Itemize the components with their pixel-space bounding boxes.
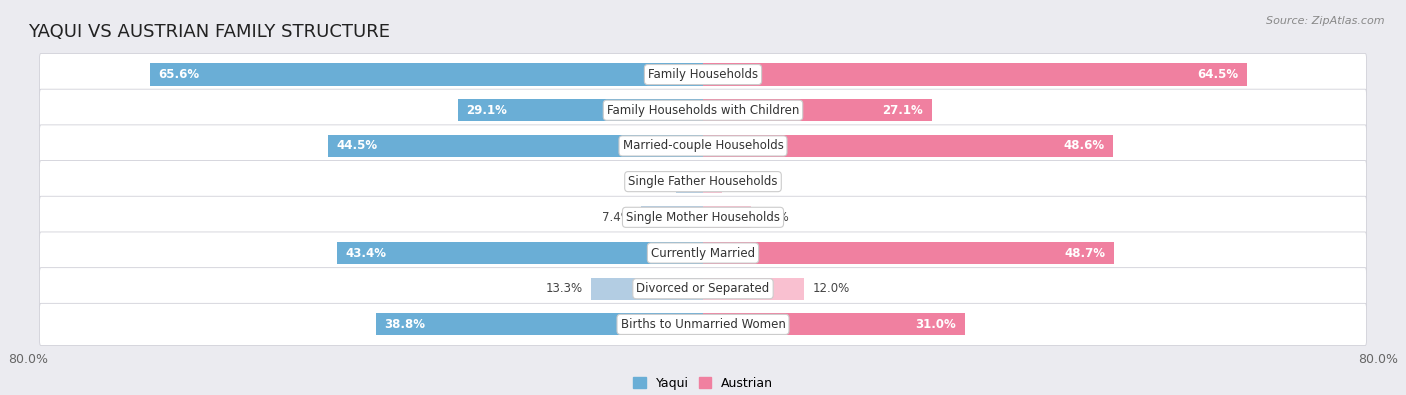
FancyBboxPatch shape <box>39 196 1367 238</box>
Text: Source: ZipAtlas.com: Source: ZipAtlas.com <box>1267 16 1385 26</box>
Bar <box>703 278 804 300</box>
Text: 48.7%: 48.7% <box>1064 246 1105 260</box>
Bar <box>703 64 1247 86</box>
Text: Single Mother Households: Single Mother Households <box>626 211 780 224</box>
Text: Married-couple Households: Married-couple Households <box>623 139 783 152</box>
Text: Single Father Households: Single Father Households <box>628 175 778 188</box>
Text: 65.6%: 65.6% <box>157 68 200 81</box>
Text: 64.5%: 64.5% <box>1198 68 1239 81</box>
Text: 43.4%: 43.4% <box>346 246 387 260</box>
Bar <box>328 135 703 157</box>
FancyBboxPatch shape <box>39 89 1367 131</box>
Bar <box>641 206 703 228</box>
Text: 12.0%: 12.0% <box>813 282 849 295</box>
Bar <box>703 313 965 335</box>
Text: Currently Married: Currently Married <box>651 246 755 260</box>
Bar <box>676 171 703 193</box>
FancyBboxPatch shape <box>39 268 1367 310</box>
Text: Family Households with Children: Family Households with Children <box>607 104 799 117</box>
Bar <box>337 242 703 264</box>
Text: 3.2%: 3.2% <box>638 175 668 188</box>
Text: 7.4%: 7.4% <box>602 211 633 224</box>
Text: 38.8%: 38.8% <box>384 318 425 331</box>
Legend: Yaqui, Austrian: Yaqui, Austrian <box>628 372 778 395</box>
Bar <box>703 171 721 193</box>
Bar <box>457 99 703 121</box>
Text: 29.1%: 29.1% <box>465 104 506 117</box>
Bar <box>375 313 703 335</box>
FancyBboxPatch shape <box>39 303 1367 346</box>
Bar <box>703 242 1114 264</box>
Text: Births to Unmarried Women: Births to Unmarried Women <box>620 318 786 331</box>
Text: 5.7%: 5.7% <box>759 211 789 224</box>
Bar <box>703 135 1114 157</box>
Text: Family Households: Family Households <box>648 68 758 81</box>
Text: 44.5%: 44.5% <box>336 139 377 152</box>
Bar <box>591 278 703 300</box>
Text: YAQUI VS AUSTRIAN FAMILY STRUCTURE: YAQUI VS AUSTRIAN FAMILY STRUCTURE <box>28 23 389 41</box>
Text: 31.0%: 31.0% <box>915 318 956 331</box>
Text: 2.2%: 2.2% <box>730 175 759 188</box>
Text: 48.6%: 48.6% <box>1063 139 1105 152</box>
Bar <box>703 206 751 228</box>
Bar <box>703 99 932 121</box>
FancyBboxPatch shape <box>39 161 1367 203</box>
Bar <box>149 64 703 86</box>
Text: Divorced or Separated: Divorced or Separated <box>637 282 769 295</box>
Text: 27.1%: 27.1% <box>883 104 924 117</box>
Text: 13.3%: 13.3% <box>546 282 582 295</box>
FancyBboxPatch shape <box>39 125 1367 167</box>
FancyBboxPatch shape <box>39 232 1367 274</box>
FancyBboxPatch shape <box>39 53 1367 96</box>
